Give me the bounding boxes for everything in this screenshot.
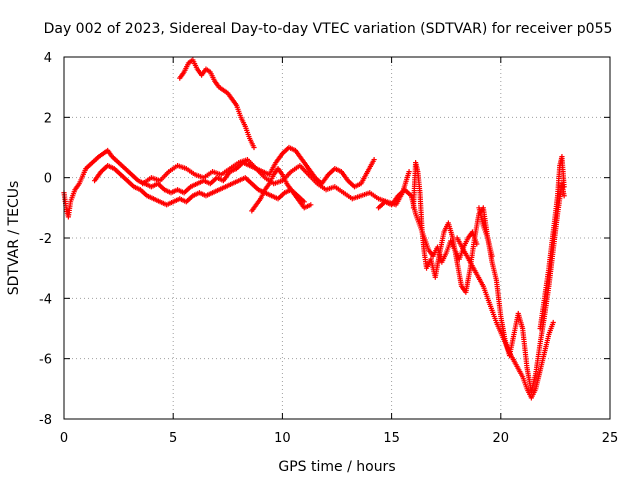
series-arc-10 <box>537 153 567 332</box>
data-point <box>251 144 257 151</box>
grid <box>64 57 610 419</box>
y-tick-label: 4 <box>44 51 52 66</box>
x-tick-label: 15 <box>383 431 400 446</box>
plot-frame <box>63 56 611 420</box>
y-axis-label: SDTVAR / TECUs <box>6 181 22 296</box>
x-tick-label: 0 <box>60 431 68 446</box>
data-point <box>550 319 556 326</box>
series-arc-8 <box>454 235 556 401</box>
y-tick-label: 2 <box>44 111 52 126</box>
data-point <box>406 169 412 175</box>
data-point <box>561 193 567 199</box>
axes: 0 5 10 15 20 25 -8 -6 -4 -2 0 2 4 <box>39 51 618 446</box>
data-point <box>561 184 567 190</box>
data-point <box>308 202 314 208</box>
data-point <box>301 199 307 205</box>
series-arc-4 <box>249 166 314 214</box>
x-axis-label: GPS time / hours <box>278 459 395 475</box>
chart-title: Day 002 of 2023, Sidereal Day-to-day VTE… <box>44 21 613 37</box>
x-tick-label: 25 <box>602 431 619 446</box>
series-arc-7 <box>410 159 495 295</box>
data-point <box>371 156 377 163</box>
y-tick-label: -8 <box>39 413 52 428</box>
data-series <box>61 57 567 401</box>
series-arc-5 <box>177 57 257 151</box>
x-tick-label: 20 <box>493 431 510 446</box>
y-tick-label: 0 <box>44 172 52 187</box>
x-tick-label: 10 <box>274 431 291 446</box>
y-tick-label: -6 <box>39 353 52 368</box>
y-tick-label: -4 <box>39 292 52 307</box>
series-arc-1 <box>61 144 377 220</box>
y-tick-label: -2 <box>39 232 52 247</box>
x-tick-label: 5 <box>169 431 177 446</box>
